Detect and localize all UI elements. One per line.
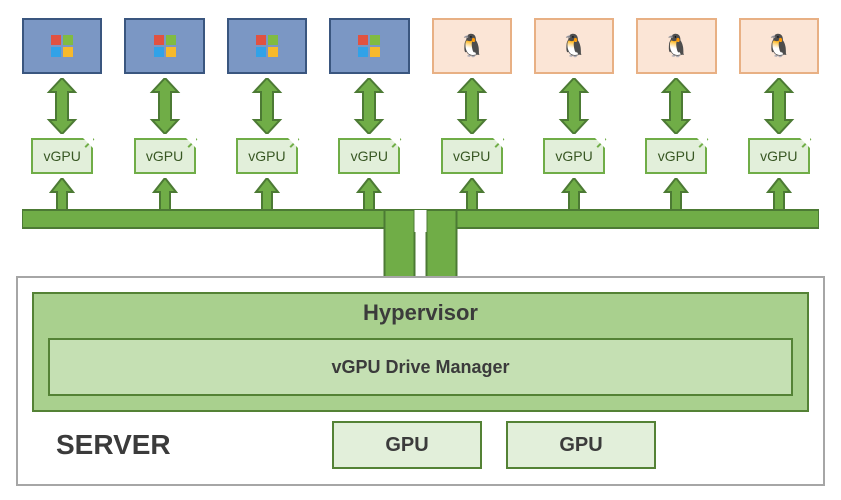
bidir-arrow-icon xyxy=(352,78,386,134)
windows-icon xyxy=(51,35,73,57)
vm-box-linux: 🐧 xyxy=(534,18,614,74)
bidir-arrow-icon xyxy=(455,78,489,134)
vm-box-windows xyxy=(124,18,204,74)
gpu-box: GPU xyxy=(332,421,482,469)
vgpu-box: vGPU xyxy=(645,138,707,174)
vgpu-label: vGPU xyxy=(453,148,490,164)
vgpu-box: vGPU xyxy=(134,138,196,174)
vm-box-windows xyxy=(227,18,307,74)
vgpu-box: vGPU xyxy=(236,138,298,174)
vgpu-box: vGPU xyxy=(441,138,503,174)
drive-manager-box: vGPU Drive Manager xyxy=(48,338,793,396)
vm-box-linux: 🐧 xyxy=(432,18,512,74)
bidir-arrow-icon xyxy=(557,78,591,134)
vgpu-label: vGPU xyxy=(555,148,592,164)
vgpu-label: vGPU xyxy=(760,148,797,164)
gpu-box: GPU xyxy=(506,421,656,469)
vgpu-box: vGPU xyxy=(338,138,400,174)
linux-icon: 🐧 xyxy=(560,33,587,59)
vgpu-label: vGPU xyxy=(44,148,81,164)
hypervisor-box: Hypervisor vGPU Drive Manager xyxy=(32,292,809,412)
bidir-arrow-icon xyxy=(762,78,796,134)
linux-icon: 🐧 xyxy=(458,33,485,59)
hypervisor-label: Hypervisor xyxy=(363,300,478,326)
vm-box-linux: 🐧 xyxy=(636,18,716,74)
gpu-label: GPU xyxy=(559,434,602,457)
vm-box-windows xyxy=(329,18,409,74)
vm-box-linux: 🐧 xyxy=(739,18,819,74)
vgpu-box: vGPU xyxy=(31,138,93,174)
windows-icon xyxy=(358,35,380,57)
vgpu-row: vGPU vGPU vGPU vGPU vGPU vGPU vGPU vGPU xyxy=(22,138,819,178)
bidir-arrow-row xyxy=(22,78,819,134)
server-box: Hypervisor vGPU Drive Manager SERVER GPU… xyxy=(16,276,825,486)
vm-row: 🐧 🐧 🐧 🐧 xyxy=(22,18,819,74)
bidir-arrow-icon xyxy=(250,78,284,134)
gpu-row: SERVER GPU GPU xyxy=(32,420,809,470)
vgpu-label: vGPU xyxy=(658,148,695,164)
linux-icon: 🐧 xyxy=(765,33,792,59)
linux-icon: 🐧 xyxy=(663,33,690,59)
gpu-label: GPU xyxy=(385,434,428,457)
bidir-arrow-icon xyxy=(148,78,182,134)
windows-icon xyxy=(154,35,176,57)
vgpu-label: vGPU xyxy=(248,148,285,164)
vm-box-windows xyxy=(22,18,102,74)
bidir-arrow-icon xyxy=(659,78,693,134)
server-label: SERVER xyxy=(56,429,171,461)
gpu-boxes: GPU GPU xyxy=(332,421,809,469)
vgpu-label: vGPU xyxy=(351,148,388,164)
vgpu-box: vGPU xyxy=(543,138,605,174)
vgpu-label: vGPU xyxy=(146,148,183,164)
drive-manager-label: vGPU Drive Manager xyxy=(331,357,509,378)
vgpu-box: vGPU xyxy=(748,138,810,174)
bidir-arrow-icon xyxy=(45,78,79,134)
windows-icon xyxy=(256,35,278,57)
